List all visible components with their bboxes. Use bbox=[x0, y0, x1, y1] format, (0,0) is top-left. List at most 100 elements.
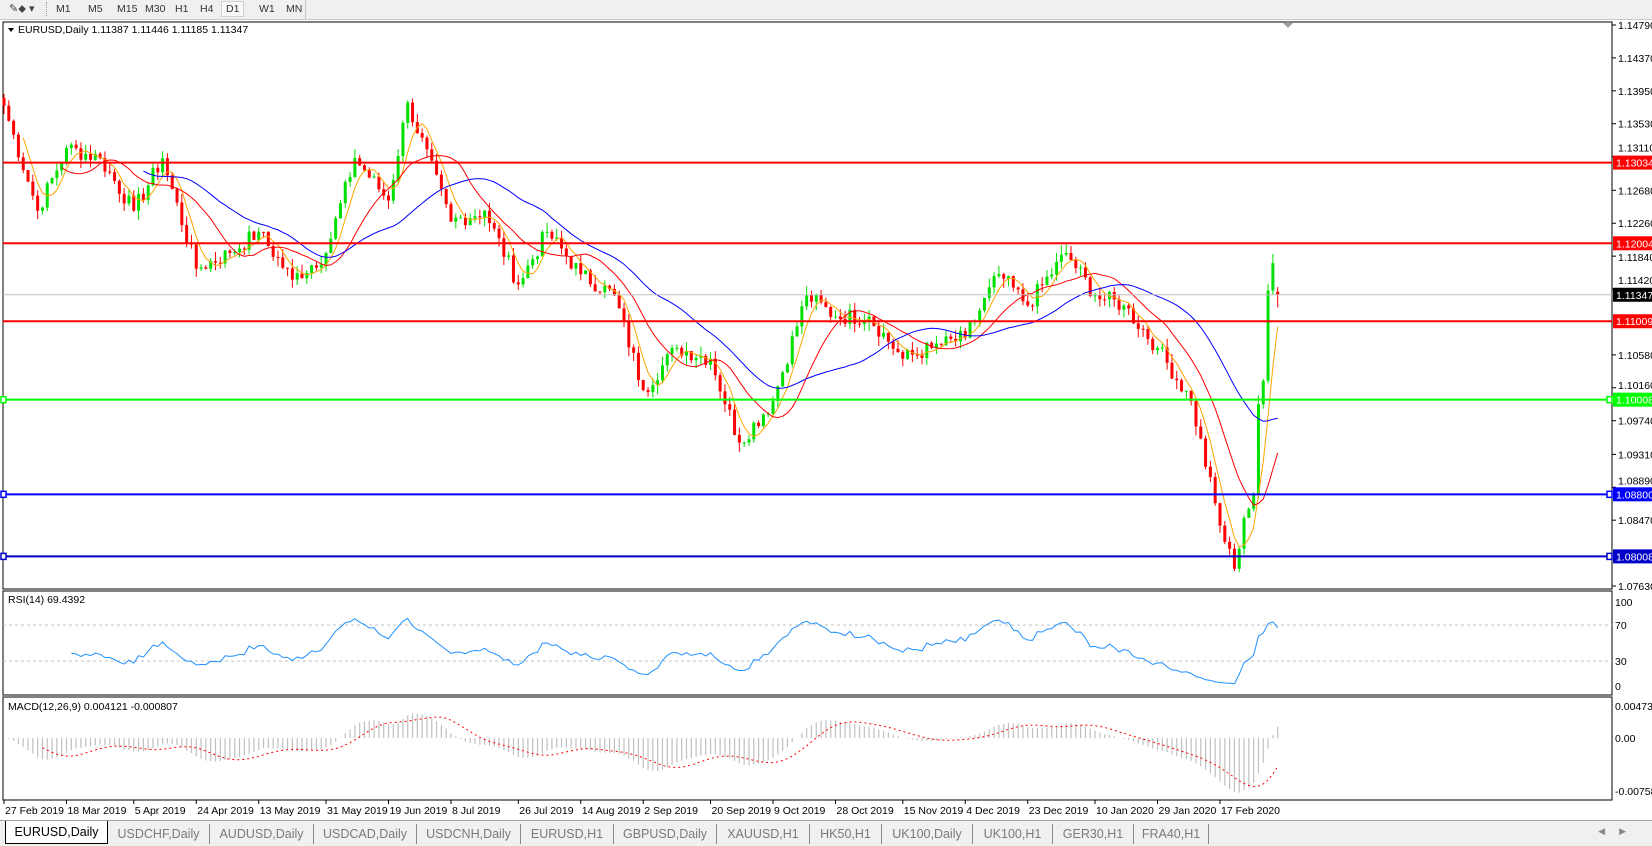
candle bbox=[603, 280, 607, 298]
candle bbox=[805, 286, 809, 311]
candle bbox=[507, 251, 511, 261]
price-tick-label: 1.10160 bbox=[1618, 380, 1652, 392]
timeframe-m5[interactable]: M5 bbox=[88, 3, 103, 15]
timeframe-m30[interactable]: M30 bbox=[145, 3, 166, 15]
timeframe-w1[interactable]: W1 bbox=[259, 3, 275, 15]
level-handle-icon[interactable] bbox=[0, 490, 7, 499]
candle bbox=[132, 190, 136, 212]
candle bbox=[934, 335, 938, 355]
date-tick-label: 2 Sep 2019 bbox=[644, 805, 698, 817]
candle bbox=[463, 212, 467, 230]
tab-ger30-h1[interactable]: GER30,H1 bbox=[1053, 824, 1134, 844]
date-tick-label: 5 Apr 2019 bbox=[135, 805, 186, 817]
candle bbox=[569, 255, 573, 270]
level-handle-icon[interactable] bbox=[0, 552, 7, 561]
price-tick-label: 1.11420 bbox=[1618, 275, 1652, 287]
candle bbox=[454, 213, 458, 229]
candle bbox=[987, 278, 991, 302]
level-line-1.08800[interactable] bbox=[0, 490, 1613, 499]
timeframe-mn[interactable]: MN bbox=[286, 3, 303, 15]
candle bbox=[204, 265, 208, 270]
candle bbox=[492, 220, 496, 232]
candle bbox=[266, 231, 270, 247]
level-price-label: 1.11009 bbox=[1616, 316, 1652, 328]
candle bbox=[833, 310, 837, 319]
candle bbox=[1007, 275, 1011, 287]
date-tick-label: 17 Feb 2020 bbox=[1221, 805, 1280, 817]
tab-fra40-h1[interactable]: FRA40,H1 bbox=[1134, 824, 1209, 844]
candle bbox=[271, 243, 275, 261]
rsi-tick-label: 100 bbox=[1615, 597, 1633, 609]
candle bbox=[694, 354, 698, 369]
tab-gbpusd-daily[interactable]: GBPUSD,Daily bbox=[614, 824, 717, 844]
candle bbox=[1194, 398, 1198, 436]
tab-uk100-daily[interactable]: UK100,Daily bbox=[882, 824, 973, 844]
tab-eurusd-daily[interactable]: EURUSD,Daily bbox=[5, 821, 108, 844]
tab-audusd-daily[interactable]: AUDUSD,Daily bbox=[210, 824, 314, 844]
candle bbox=[704, 353, 708, 368]
tab-scroll-arrows-icon[interactable]: ◀▶ bbox=[1598, 826, 1640, 836]
candle bbox=[1093, 292, 1097, 303]
chart-shift-marker-icon[interactable] bbox=[1283, 23, 1293, 28]
candle bbox=[1247, 507, 1251, 519]
tab-hk50-h1[interactable]: HK50,H1 bbox=[810, 824, 882, 844]
candle bbox=[108, 162, 112, 175]
candle bbox=[1136, 315, 1140, 338]
timeframe-h1[interactable]: H1 bbox=[175, 3, 189, 15]
level-handle-icon[interactable] bbox=[1606, 552, 1613, 561]
tab-uk100-h1[interactable]: UK100,H1 bbox=[973, 824, 1053, 844]
candle bbox=[444, 188, 448, 208]
tab-usdcad-daily[interactable]: USDCAD,Daily bbox=[314, 824, 417, 844]
timeframe-m15[interactable]: M15 bbox=[117, 3, 138, 15]
candle bbox=[930, 341, 934, 350]
candle bbox=[785, 362, 789, 374]
candle bbox=[632, 344, 636, 362]
candle bbox=[598, 291, 602, 295]
candle bbox=[348, 172, 352, 187]
date-tick-label: 24 Apr 2019 bbox=[197, 805, 254, 817]
price-tick-label: 1.07630 bbox=[1618, 581, 1652, 593]
candle bbox=[982, 297, 986, 313]
candle bbox=[684, 342, 688, 365]
tab-usdchf-daily[interactable]: USDCHF,Daily bbox=[108, 824, 210, 844]
line-studies-icon[interactable]: ✎⬥ ▾ bbox=[9, 3, 35, 15]
candle bbox=[137, 187, 141, 220]
candle bbox=[709, 352, 713, 370]
price-chart[interactable]: 1.14790 1.14370 1.13950 1.13530 1.13110 1.126… bbox=[0, 0, 1652, 820]
candle bbox=[958, 326, 962, 349]
candle bbox=[50, 177, 54, 185]
candle bbox=[949, 333, 953, 343]
timeframe-d1[interactable]: D1 bbox=[221, 1, 245, 17]
tab-usdcnh-daily[interactable]: USDCNH,Daily bbox=[417, 824, 521, 844]
candle bbox=[60, 161, 64, 176]
level-line-1.10008[interactable] bbox=[0, 395, 1613, 404]
level-handle-icon[interactable] bbox=[0, 395, 7, 404]
date-tick-label: 13 May 2019 bbox=[260, 805, 321, 817]
candle bbox=[290, 259, 294, 288]
candle bbox=[819, 289, 823, 305]
level-line-1.08008[interactable] bbox=[0, 552, 1613, 561]
tab-eurusd-h1[interactable]: EURUSD,H1 bbox=[521, 824, 614, 844]
candle bbox=[1223, 521, 1227, 545]
tab-xauusd-h1[interactable]: XAUUSD,H1 bbox=[717, 824, 810, 844]
timeframe-m1[interactable]: M1 bbox=[56, 3, 71, 15]
chart-menu-triangle-icon[interactable] bbox=[8, 28, 14, 32]
level-handle-icon[interactable] bbox=[1606, 395, 1613, 404]
candle bbox=[175, 187, 179, 207]
candle bbox=[372, 173, 376, 179]
candle bbox=[1165, 338, 1169, 370]
candle bbox=[406, 100, 410, 129]
candle bbox=[338, 200, 342, 219]
candle bbox=[886, 332, 890, 350]
level-handle-icon[interactable] bbox=[1606, 490, 1613, 499]
candle bbox=[1242, 515, 1246, 555]
timeframe-h4[interactable]: H4 bbox=[200, 3, 214, 15]
candle bbox=[584, 270, 588, 275]
candle bbox=[795, 321, 799, 337]
ma-medium-line bbox=[61, 155, 1279, 506]
date-tick-label: 29 Jan 2020 bbox=[1159, 805, 1217, 817]
macd-tick-label: 0.004738 bbox=[1615, 701, 1652, 713]
candle bbox=[439, 170, 443, 197]
candle bbox=[1151, 336, 1155, 355]
rsi-tick-label: 0 bbox=[1615, 681, 1621, 693]
